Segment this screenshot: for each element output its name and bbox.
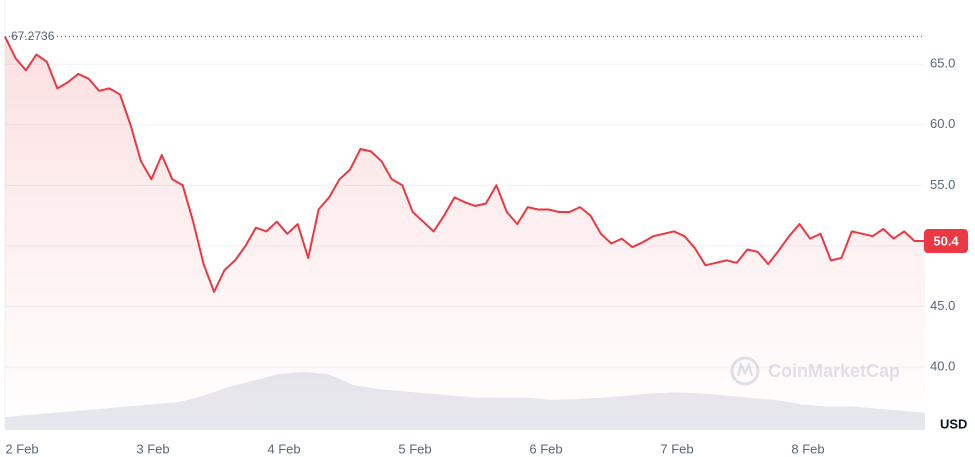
watermark-text: CoinMarketCap — [768, 361, 900, 381]
price-line — [4, 36, 925, 293]
watermark: CoinMarketCap — [730, 356, 900, 386]
y-tick-label: 55.0 — [930, 177, 955, 192]
x-tick-label: 4 Feb — [267, 441, 300, 456]
y-tick-label: 45.0 — [930, 298, 955, 313]
last-price-badge — [924, 229, 968, 254]
last-price-label: 50.4 — [933, 233, 959, 248]
price-area — [5, 36, 925, 430]
x-tick-label: 8 Feb — [791, 441, 824, 456]
y-tick-label: 65.0 — [930, 56, 955, 71]
x-tick-label: 7 Feb — [660, 441, 693, 456]
y-tick-label: 40.0 — [930, 358, 955, 373]
unit-label: USD — [940, 416, 967, 431]
y-tick-label: 60.0 — [930, 116, 955, 131]
x-tick-label: 6 Feb — [529, 441, 562, 456]
x-tick-label: 2 Feb — [5, 441, 38, 456]
x-tick-label: 3 Feb — [136, 441, 169, 456]
high-label: 67.2736 — [11, 29, 55, 43]
x-tick-label: 5 Feb — [398, 441, 431, 456]
